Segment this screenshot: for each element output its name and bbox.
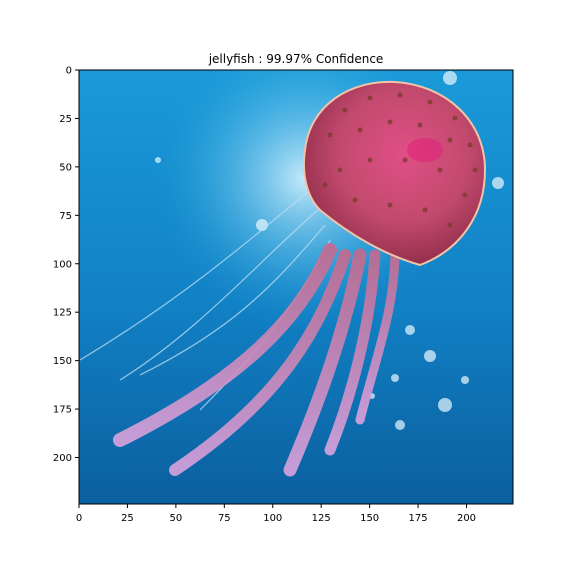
x-tick-label: 200: [457, 513, 476, 524]
x-tick-label: 25: [121, 513, 134, 524]
y-tick-label: 150: [53, 356, 72, 367]
y-tick-label: 25: [59, 114, 72, 125]
y-tick-label: 0: [66, 66, 72, 77]
x-tick-label: 75: [218, 513, 231, 524]
x-tick-label: 175: [409, 513, 428, 524]
x-tick-label: 125: [312, 513, 331, 524]
x-tick-label: 0: [76, 513, 82, 524]
x-tick-label: 150: [360, 513, 379, 524]
y-tick-label: 175: [53, 405, 72, 416]
y-tick-label: 75: [59, 211, 72, 222]
figure-title: jellyfish : 99.97% Confidence: [208, 52, 384, 66]
y-axis-ticks: 0 25 50 75 100 125 150 175 200: [53, 66, 79, 464]
y-tick-label: 100: [53, 259, 72, 270]
axes-frame: [78, 69, 514, 505]
jellyfish-image: [79, 70, 513, 504]
x-tick-label: 100: [263, 513, 282, 524]
y-tick-label: 125: [53, 308, 72, 319]
x-axis-ticks: 0 25 50 75 100 125 150 175 200: [76, 504, 476, 524]
y-tick-label: 200: [53, 453, 72, 464]
x-tick-label: 50: [170, 513, 183, 524]
y-tick-label: 50: [59, 162, 72, 173]
